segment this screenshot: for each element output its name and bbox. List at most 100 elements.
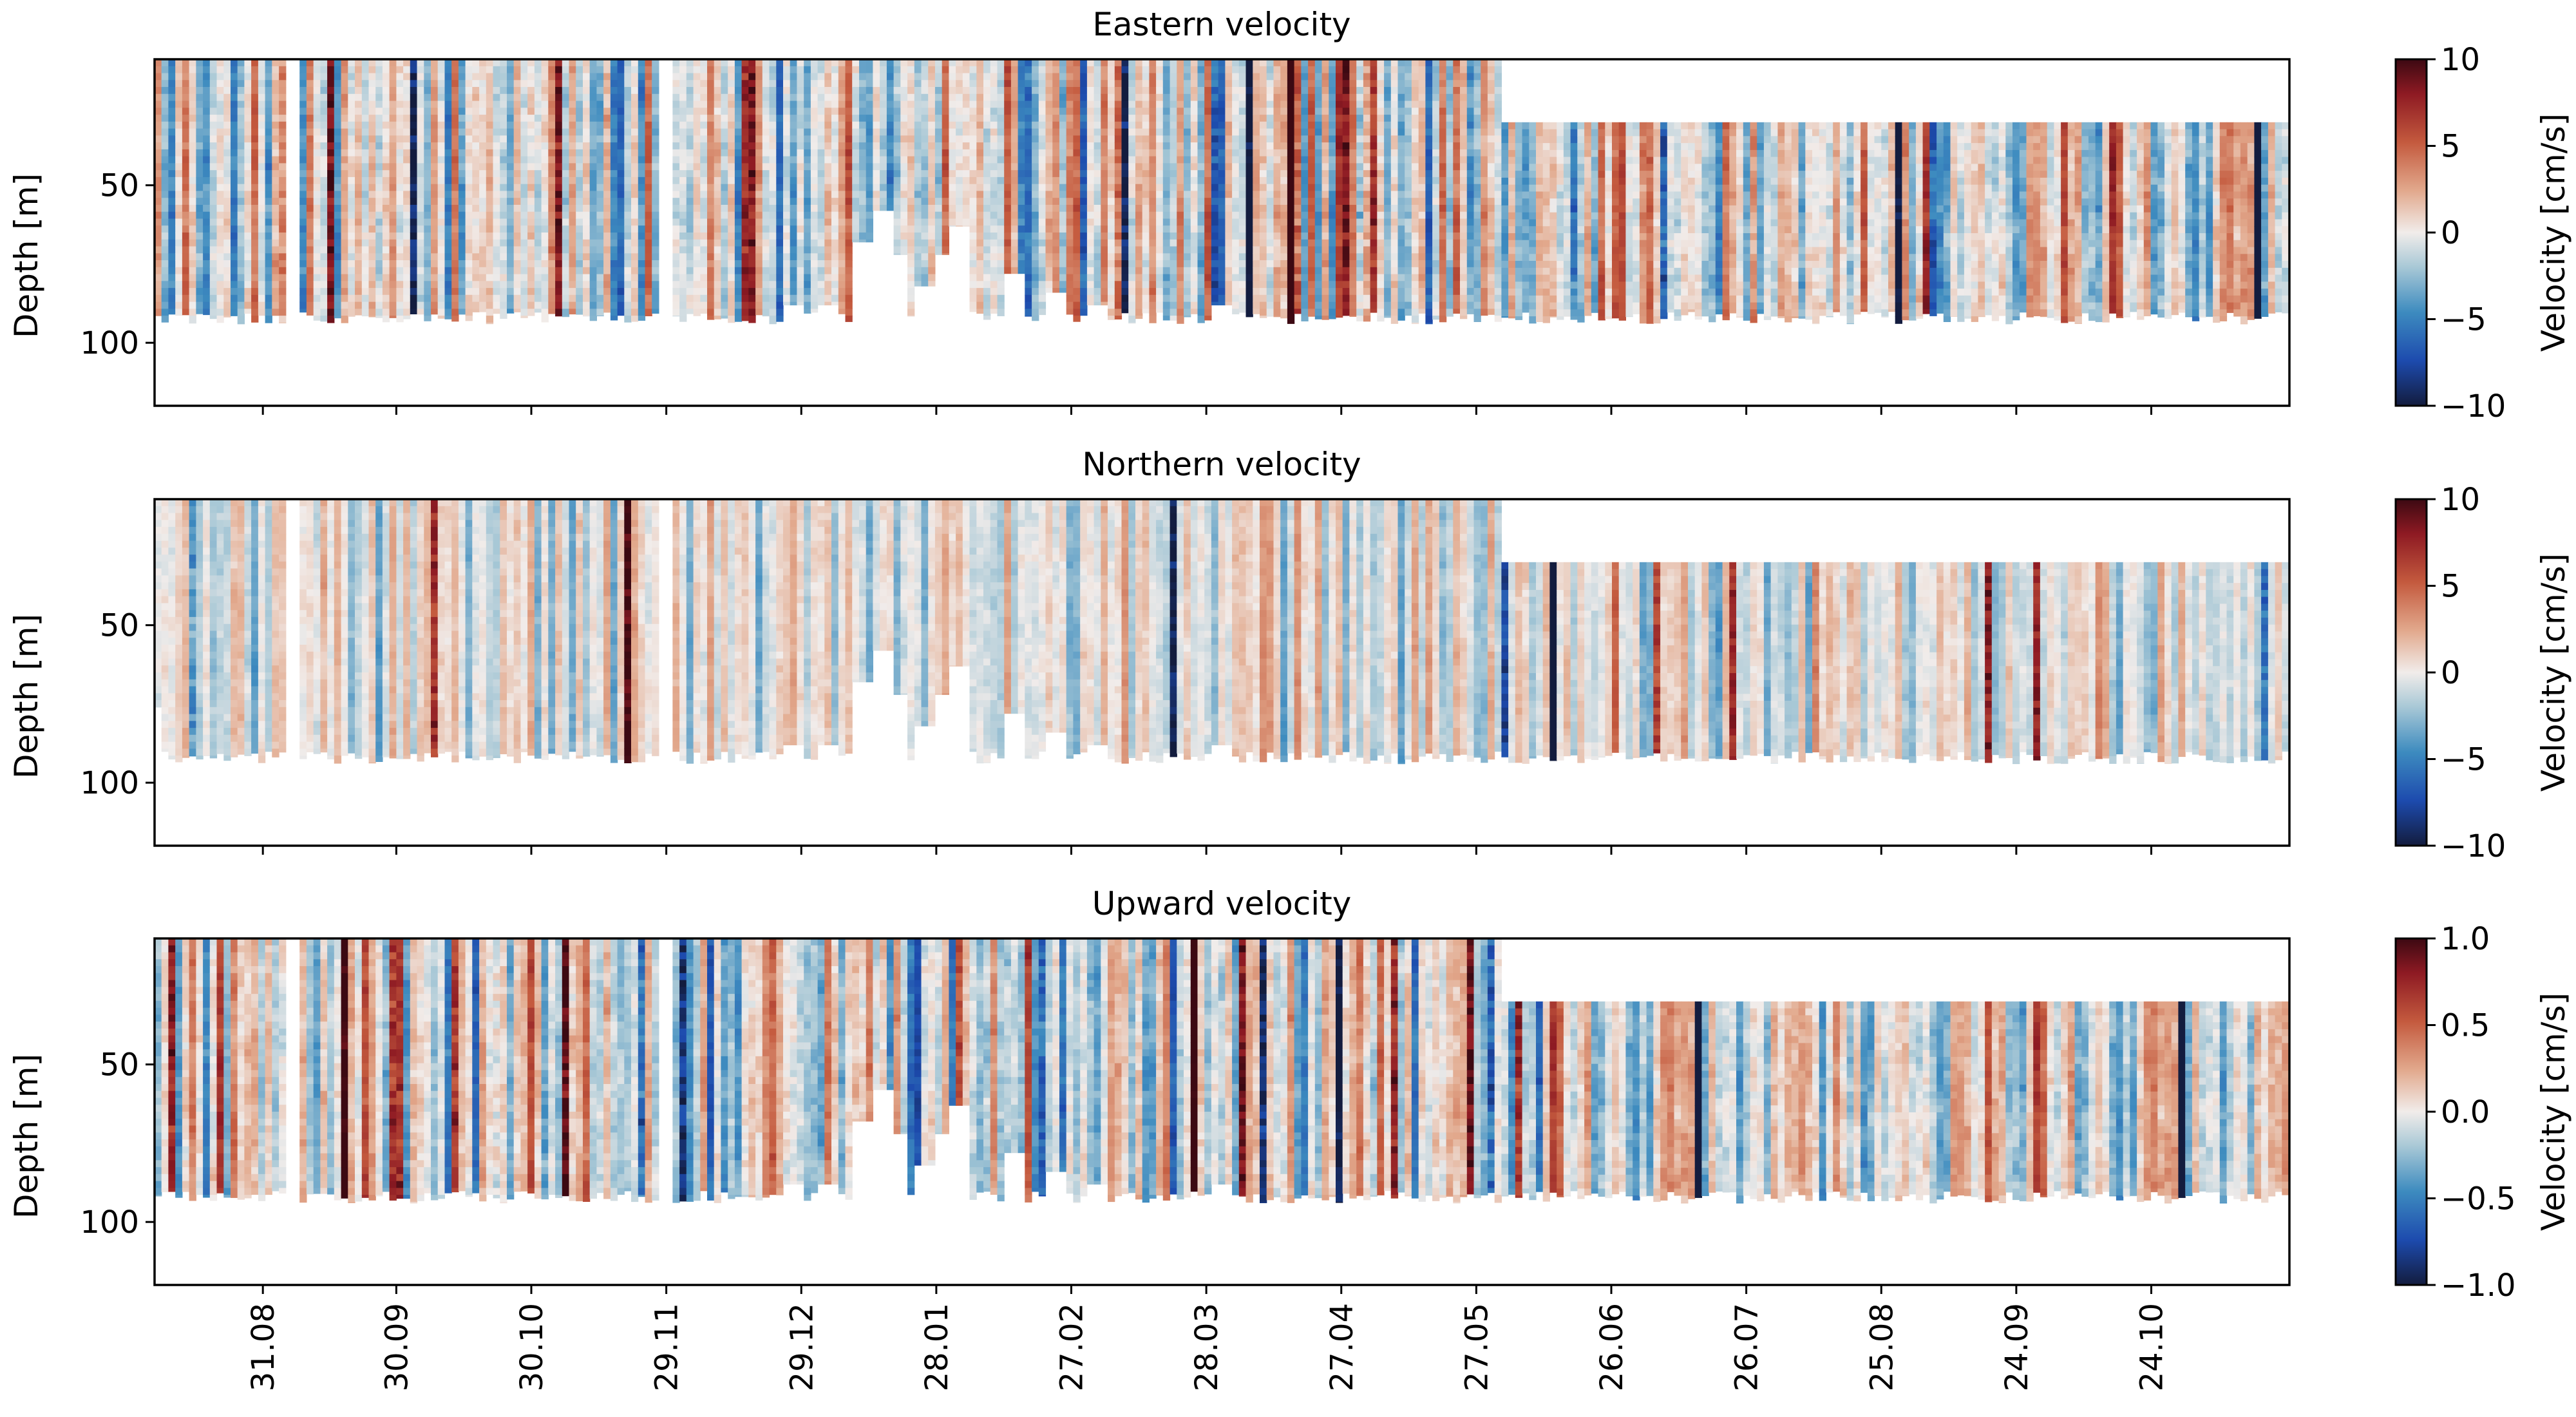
heatmap-cell bbox=[970, 122, 977, 129]
heatmap-cell bbox=[748, 142, 755, 149]
heatmap-cell bbox=[244, 267, 251, 274]
heatmap-cell bbox=[596, 177, 603, 184]
heatmap-cell bbox=[679, 219, 687, 226]
heatmap-cell bbox=[963, 177, 970, 184]
heatmap-cell bbox=[983, 170, 990, 177]
heatmap-cell bbox=[762, 225, 770, 233]
heatmap-cell bbox=[1080, 163, 1087, 170]
heatmap-cell bbox=[459, 191, 466, 198]
heatmap-cell bbox=[327, 253, 334, 260]
heatmap-cell bbox=[1039, 295, 1046, 302]
heatmap-cell bbox=[383, 309, 390, 316]
heatmap-cell bbox=[500, 94, 507, 101]
heatmap-cell bbox=[1039, 163, 1046, 170]
heatmap-cell bbox=[790, 260, 797, 267]
heatmap-cell bbox=[762, 219, 770, 226]
heatmap-cell bbox=[410, 205, 417, 212]
heatmap-cell bbox=[596, 142, 603, 149]
heatmap-cell bbox=[272, 309, 279, 316]
heatmap-cell bbox=[223, 149, 231, 157]
heatmap-cell bbox=[603, 73, 611, 81]
heatmap-cell bbox=[244, 309, 251, 314]
heatmap-cell bbox=[1032, 177, 1039, 184]
heatmap-cell bbox=[783, 163, 790, 170]
heatmap-cell bbox=[210, 66, 217, 73]
heatmap-cell bbox=[1087, 177, 1094, 184]
heatmap-cell bbox=[900, 212, 907, 219]
heatmap-cell bbox=[355, 260, 362, 267]
heatmap-cell bbox=[990, 115, 998, 122]
heatmap-cell bbox=[210, 253, 217, 260]
heatmap-cell bbox=[369, 295, 376, 302]
heatmap-cell bbox=[265, 240, 272, 247]
heatmap-cell bbox=[258, 149, 265, 157]
heatmap-column bbox=[1052, 59, 1059, 293]
heatmap-cell bbox=[811, 267, 818, 274]
heatmap-cell bbox=[603, 198, 611, 205]
heatmap-cell bbox=[824, 80, 831, 87]
heatmap-cell bbox=[838, 212, 846, 219]
heatmap-cell bbox=[396, 66, 403, 73]
heatmap-cell bbox=[838, 205, 846, 212]
heatmap-cell bbox=[410, 267, 417, 274]
heatmap-cell bbox=[824, 129, 831, 136]
heatmap-cell bbox=[210, 170, 217, 177]
heatmap-cell bbox=[527, 163, 535, 170]
heatmap-cell bbox=[320, 240, 327, 247]
heatmap-cell bbox=[949, 115, 956, 122]
heatmap-cell bbox=[514, 129, 521, 136]
heatmap-cell bbox=[369, 87, 376, 94]
heatmap-cell bbox=[251, 260, 258, 267]
heatmap-column bbox=[542, 59, 549, 323]
heatmap-cell bbox=[755, 135, 762, 142]
heatmap-cell bbox=[244, 240, 251, 247]
heatmap-cell bbox=[231, 94, 238, 101]
heatmap-cell bbox=[583, 122, 590, 129]
heatmap-cell bbox=[424, 108, 431, 115]
heatmap-cell bbox=[818, 66, 825, 73]
heatmap-cell bbox=[327, 135, 334, 142]
heatmap-cell bbox=[1087, 87, 1094, 94]
heatmap-cell bbox=[1073, 66, 1080, 73]
heatmap-cell bbox=[922, 73, 929, 81]
heatmap-cell bbox=[907, 295, 914, 302]
heatmap-cell bbox=[417, 281, 424, 288]
heatmap-cell bbox=[175, 163, 182, 170]
heatmap-cell bbox=[189, 219, 196, 226]
heatmap-cell bbox=[645, 94, 652, 101]
heatmap-column bbox=[203, 59, 210, 315]
heatmap-cell bbox=[348, 87, 355, 94]
heatmap-cell bbox=[1046, 163, 1053, 170]
heatmap-cell bbox=[755, 288, 762, 295]
heatmap-cell bbox=[348, 115, 355, 122]
heatmap-cell bbox=[894, 177, 901, 184]
heatmap-cell bbox=[618, 122, 625, 129]
heatmap-cell bbox=[887, 177, 894, 184]
heatmap-cell bbox=[735, 108, 742, 115]
heatmap-cell bbox=[818, 302, 825, 306]
heatmap-cell bbox=[618, 191, 625, 198]
heatmap-cell bbox=[755, 253, 762, 260]
heatmap-cell bbox=[196, 177, 203, 184]
heatmap-cell bbox=[203, 184, 210, 191]
heatmap-cell bbox=[486, 267, 493, 274]
heatmap-cell bbox=[838, 177, 846, 184]
heatmap-cell bbox=[1087, 157, 1094, 164]
heatmap-cell bbox=[679, 87, 687, 94]
heatmap-cell bbox=[1059, 191, 1066, 198]
heatmap-cell bbox=[700, 163, 707, 170]
heatmap-cell bbox=[500, 135, 507, 142]
heatmap-cell bbox=[770, 233, 777, 240]
heatmap-cell bbox=[417, 191, 424, 198]
heatmap-cell bbox=[189, 247, 196, 254]
heatmap-cell bbox=[569, 267, 576, 274]
heatmap-cell bbox=[942, 253, 949, 255]
heatmap-cell bbox=[514, 253, 521, 260]
heatmap-cell bbox=[776, 225, 783, 233]
heatmap-cell bbox=[486, 274, 493, 281]
heatmap-cell bbox=[403, 122, 410, 129]
heatmap-cell bbox=[672, 309, 679, 316]
heatmap-cell bbox=[672, 157, 679, 164]
heatmap-cell bbox=[507, 295, 514, 302]
heatmap-cell bbox=[949, 205, 956, 212]
